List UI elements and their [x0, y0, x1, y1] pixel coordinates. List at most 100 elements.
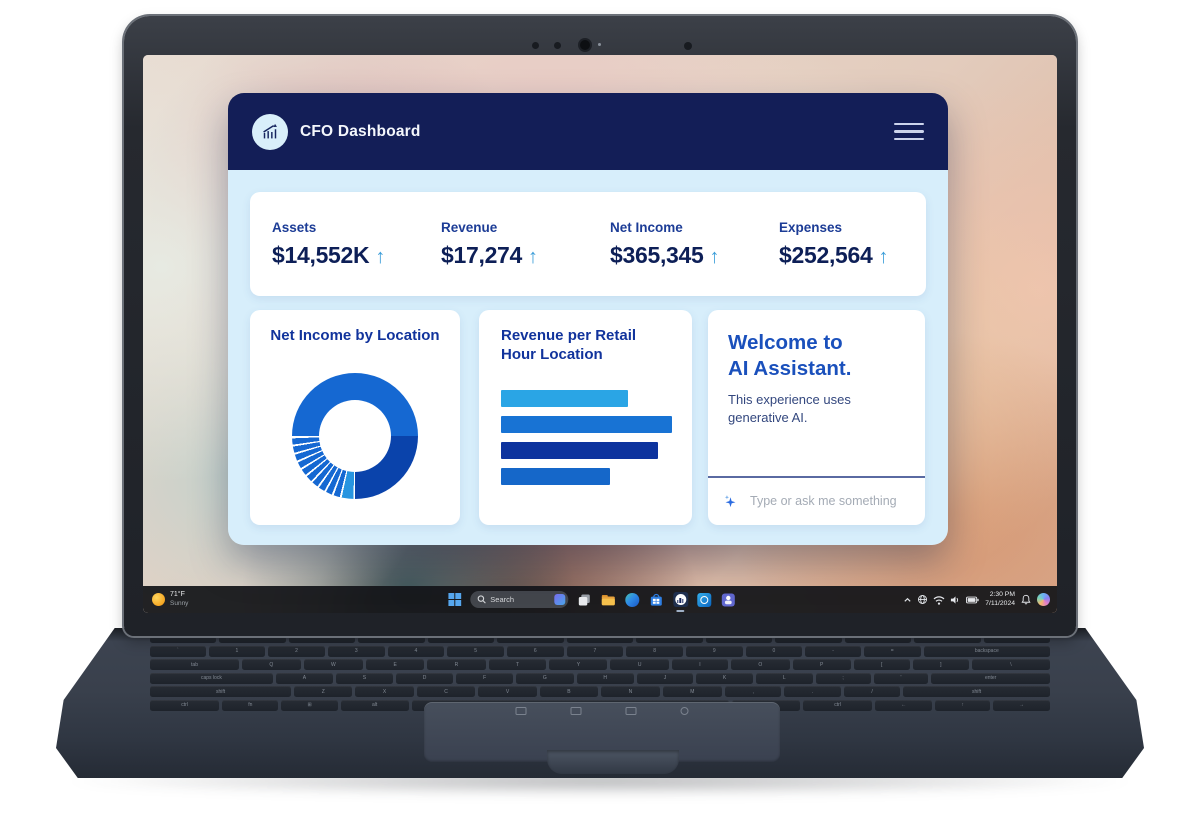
metric-value: $252,564 ↑: [779, 241, 889, 268]
windows-start-icon[interactable]: [446, 592, 462, 608]
key-G: G: [515, 672, 574, 684]
search-magnifier-icon: [477, 595, 486, 604]
teams-icon[interactable]: [720, 592, 736, 608]
key-↑: ↑: [935, 699, 990, 711]
metric-label: Net Income: [610, 219, 683, 235]
laptop-keyboard: ` 1 2 3 4 5 6 7 8 9 0- = backspace tab Q W E R T Y U I O P[] \ ca…: [150, 636, 1051, 713]
key-P: P: [792, 659, 851, 670]
ai-assistant-card: Welcome to AI Assistant. This experience…: [708, 310, 925, 525]
key-,: ,: [724, 686, 782, 697]
key-Q: Q: [242, 659, 301, 670]
key-shift: shift: [150, 686, 292, 697]
key-alt: alt: [340, 699, 409, 711]
metric-label: Assets: [272, 219, 317, 235]
taskbar-tray: 2:30 PM 7/11/2024: [903, 586, 1050, 613]
key-X: X: [355, 686, 414, 697]
taskbar-weather-widget[interactable]: 71°F Sunny: [152, 586, 188, 613]
notification-bell-icon[interactable]: [1021, 594, 1031, 605]
metric-assets: Assets $14,552K ↑: [250, 220, 419, 269]
mic-dot: [684, 42, 692, 50]
key-blank: [358, 636, 425, 643]
metric-value: $17,274 ↑: [441, 241, 538, 268]
key-/: /: [843, 686, 901, 697]
revenue-per-retail-hour-card: Revenue per Retail Hour Location: [479, 310, 692, 525]
cfo-dashboard-app-icon[interactable]: [672, 592, 688, 608]
network-globe-icon[interactable]: [917, 594, 928, 605]
bar-3: [501, 442, 659, 459]
key-6: 6: [506, 645, 564, 657]
keyboard-row: [150, 636, 1051, 643]
wifi-icon[interactable]: [933, 595, 945, 605]
key--: -: [805, 645, 861, 657]
chevron-up-icon[interactable]: [903, 596, 912, 604]
ai-input-row[interactable]: [708, 478, 925, 526]
battery-icon[interactable]: [966, 596, 979, 604]
file-explorer-icon[interactable]: [600, 592, 616, 608]
key-': ': [873, 672, 929, 684]
edge-browser-icon[interactable]: [624, 592, 640, 608]
trend-up-arrow-icon: ↑: [709, 245, 720, 268]
keyboard-row: shift Z X C V B N M,. / shift: [150, 686, 1050, 697]
app-header: CFO Dashboard: [228, 93, 948, 170]
key-blank: [150, 636, 217, 643]
key-7: 7: [566, 645, 624, 657]
windows-taskbar: 71°F Sunny: [143, 586, 1057, 613]
key-L: L: [756, 672, 813, 684]
ai-assistant-input[interactable]: [748, 493, 913, 510]
key-tab: tab: [150, 659, 240, 670]
outlook-icon[interactable]: [696, 592, 712, 608]
key-E: E: [366, 659, 425, 670]
key-C: C: [416, 686, 476, 697]
app-title: CFO Dashboard: [300, 122, 421, 140]
key-⊞: ⊞: [281, 699, 338, 711]
key-←: ←: [875, 699, 933, 711]
key-\: \: [971, 659, 1050, 670]
bar-2: [501, 416, 672, 433]
metric-label: Revenue: [441, 219, 498, 235]
bar-1: [501, 390, 628, 407]
hamburger-menu-icon[interactable]: [894, 122, 924, 141]
key-blank: [636, 636, 703, 643]
key-blank: [775, 636, 842, 643]
key-W: W: [303, 659, 364, 670]
taskbar-clock[interactable]: 2:30 PM 7/11/2024: [985, 591, 1015, 609]
search-placeholder: Search: [490, 595, 515, 604]
key-M: M: [662, 686, 722, 697]
key-blank: [427, 636, 495, 643]
volume-icon[interactable]: [950, 595, 961, 605]
task-view-icon[interactable]: [576, 592, 592, 608]
key-Y: Y: [549, 659, 608, 670]
ai-assistant-description: This experience uses generative AI.: [728, 392, 851, 426]
metric-expenses: Expenses $252,564 ↑: [757, 220, 926, 269]
webcam-icon: [580, 40, 590, 50]
key-.: .: [784, 686, 841, 697]
key-`: `: [150, 645, 206, 657]
key-blank: [844, 636, 912, 643]
key-S: S: [335, 672, 393, 684]
key-D: D: [395, 672, 454, 684]
weather-condition: Sunny: [170, 599, 189, 607]
keyboard-row: caps lock A S D F G H J K L; ' enter: [150, 672, 1051, 684]
microsoft-store-icon[interactable]: [648, 592, 664, 608]
key-R: R: [427, 659, 486, 670]
key-J: J: [636, 672, 694, 684]
copilot-icon[interactable]: [1037, 593, 1050, 606]
metric-label: Expenses: [779, 219, 843, 235]
metric-net-income: Net Income $365,345 ↑: [588, 220, 757, 269]
taskbar-search-box[interactable]: Search: [470, 591, 569, 608]
app-body: Assets $14,552K ↑ Revenue $17,274 ↑ Net Income…: [228, 170, 948, 545]
trend-up-arrow-icon: ↑: [878, 245, 889, 268]
trend-up-arrow-icon: ↑: [528, 245, 538, 268]
keyboard-row: tab Q W E R T Y U I O P[] \: [150, 659, 1050, 670]
ai-assistant-title: Welcome to AI Assistant.: [728, 331, 852, 381]
net-income-by-location-card: Net Income by Location: [250, 310, 460, 525]
key-2: 2: [268, 645, 325, 657]
key-T: T: [488, 659, 547, 670]
key-1: 1: [208, 645, 266, 657]
net-income-donut-chart: [292, 373, 418, 499]
key-fn: fn: [222, 699, 279, 711]
key-B: B: [539, 686, 599, 697]
webcam-led: [598, 43, 601, 46]
ir-sensor-dot: [532, 42, 539, 49]
key-ctrl: ctrl: [803, 699, 873, 711]
